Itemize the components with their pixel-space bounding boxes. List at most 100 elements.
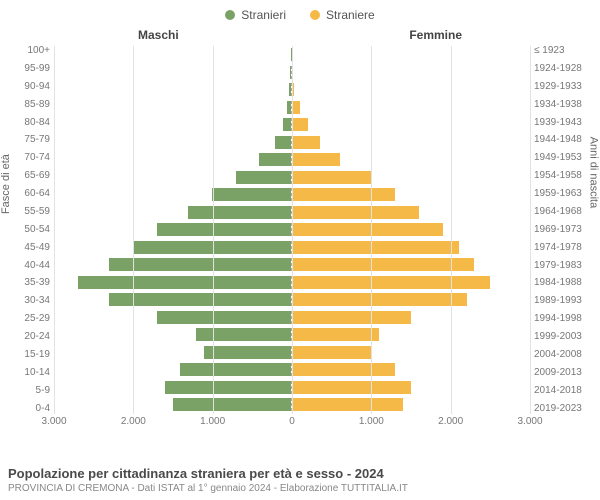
birth-label: 1994-1998 [534,314,582,324]
age-label: 65-69 [24,171,50,181]
bar-male [157,223,291,236]
bar-male [157,311,291,324]
bar-female [292,223,443,236]
bar-male [287,101,291,114]
y-axis-right: ≤ 19231924-19281929-19331934-19381939-19… [530,46,592,414]
legend: Stranieri Straniere [8,8,592,22]
age-label: 60-64 [24,189,50,199]
pyramid-row [54,186,530,204]
y-axis-left: 100+95-9990-9485-8980-8475-7970-7465-696… [8,46,54,414]
bar-female [292,206,419,219]
birth-label: 1989-1993 [534,296,582,306]
pyramid-row [54,344,530,362]
age-label: 30-34 [24,296,50,306]
chart-subtitle: PROVINCIA DI CREMONA - Dati ISTAT al 1° … [8,483,592,494]
bar-male [283,118,291,131]
age-label: 45-49 [24,243,50,253]
pyramid-chart: 100+95-9990-9485-8980-8475-7970-7465-696… [8,46,592,414]
birth-label: 2014-2018 [534,386,582,396]
pyramid-row [54,221,530,239]
bar-male [109,258,291,271]
bar-male [290,66,291,79]
pyramid-row [54,151,530,169]
bar-female [292,311,411,324]
pyramid-row [54,361,530,379]
x-tick: 2.000 [438,416,463,427]
bar-female [292,101,300,114]
pyramid-row [54,274,530,292]
age-label: 70-74 [24,153,50,163]
pyramid-row [54,169,530,187]
chart-title: Popolazione per cittadinanza straniera p… [8,466,592,481]
bar-female [292,293,467,306]
bars-area [54,46,530,414]
bar-male [173,398,292,411]
legend-label-male: Stranieri [241,8,286,22]
bar-male [109,293,291,306]
x-axis: 3.0002.0001.00001.0002.0003.000 [8,416,592,430]
age-label: 5-9 [36,386,50,396]
bar-male [275,136,291,149]
bar-male [133,241,291,254]
col-title-male: Maschi [138,28,179,42]
pyramid-row [54,134,530,152]
birth-label: 1999-2003 [534,332,582,342]
column-titles: Maschi Femmine [8,28,592,44]
bar-female [292,136,320,149]
bar-female [292,241,459,254]
age-label: 80-84 [24,118,50,128]
legend-dot-male [225,10,235,20]
age-label: 75-79 [24,135,50,145]
age-label: 85-89 [24,100,50,110]
pyramid-row [54,309,530,327]
legend-item-male: Stranieri [225,8,286,22]
birth-label: 1954-1958 [534,171,582,181]
birth-label: 1969-1973 [534,225,582,235]
birth-label: 1929-1933 [534,82,582,92]
bar-male [289,83,291,96]
birth-label: 2009-2013 [534,368,582,378]
legend-label-female: Straniere [326,8,375,22]
bar-female [292,188,395,201]
bar-female [292,258,474,271]
bar-female [292,363,395,376]
bar-female [292,118,308,131]
pyramid-row [54,64,530,82]
age-label: 55-59 [24,207,50,217]
age-label: 25-29 [24,314,50,324]
age-label: 20-24 [24,332,50,342]
x-tick: 3.000 [41,416,66,427]
birth-label: 1979-1983 [534,261,582,271]
bar-female [292,346,371,359]
age-label: 15-19 [24,350,50,360]
pyramid-row [54,81,530,99]
bar-female [292,328,379,341]
birth-label: 1924-1928 [534,64,582,74]
bar-male [212,188,291,201]
bar-male [204,346,291,359]
birth-label: 1949-1953 [534,153,582,163]
age-label: 0-4 [36,404,50,414]
age-label: 10-14 [24,368,50,378]
age-label: 50-54 [24,225,50,235]
bar-male [165,381,291,394]
pyramid-row [54,379,530,397]
birth-label: 1964-1968 [534,207,582,217]
col-title-female: Femmine [409,28,462,42]
birth-label: 1984-1988 [534,278,582,288]
bar-female [292,171,371,184]
birth-label: 1944-1948 [534,135,582,145]
bar-male [180,363,291,376]
pyramid-row [54,291,530,309]
bar-male [196,328,291,341]
legend-dot-female [310,10,320,20]
pyramid-row [54,204,530,222]
birth-label: 1934-1938 [534,100,582,110]
x-tick: 1.000 [359,416,384,427]
age-label: 95-99 [24,64,50,74]
pyramid-row [54,256,530,274]
pyramid-row [54,239,530,257]
x-tick: 0 [289,416,295,427]
age-label: 100+ [27,46,50,56]
x-tick: 2.000 [121,416,146,427]
